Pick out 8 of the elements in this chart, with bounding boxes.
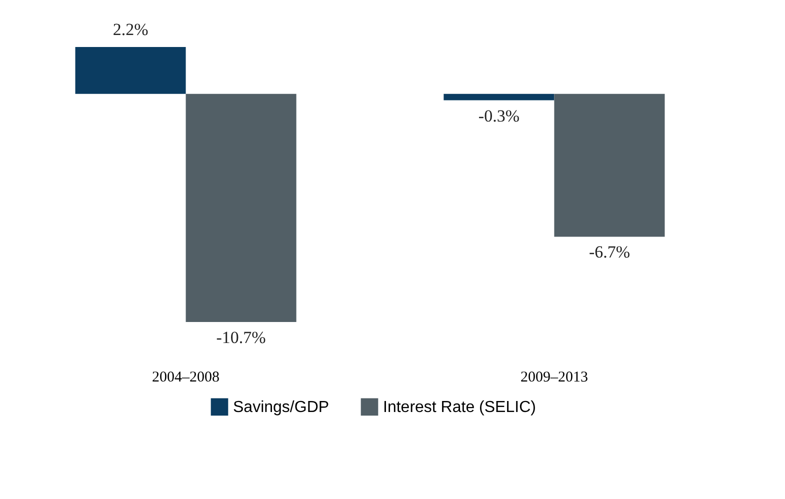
data-label: -10.7%: [216, 328, 266, 347]
x-tick-label: 2004–2008: [152, 370, 220, 386]
data-label: 2.2%: [112, 20, 148, 39]
legend-label: Savings/GDP: [233, 398, 330, 416]
legend-label: Interest Rate (SELIC): [383, 398, 536, 416]
data-label: -6.7%: [588, 242, 630, 262]
data-label: -0.3%: [478, 106, 520, 126]
x-tick-label: 2009–2013: [520, 370, 588, 386]
